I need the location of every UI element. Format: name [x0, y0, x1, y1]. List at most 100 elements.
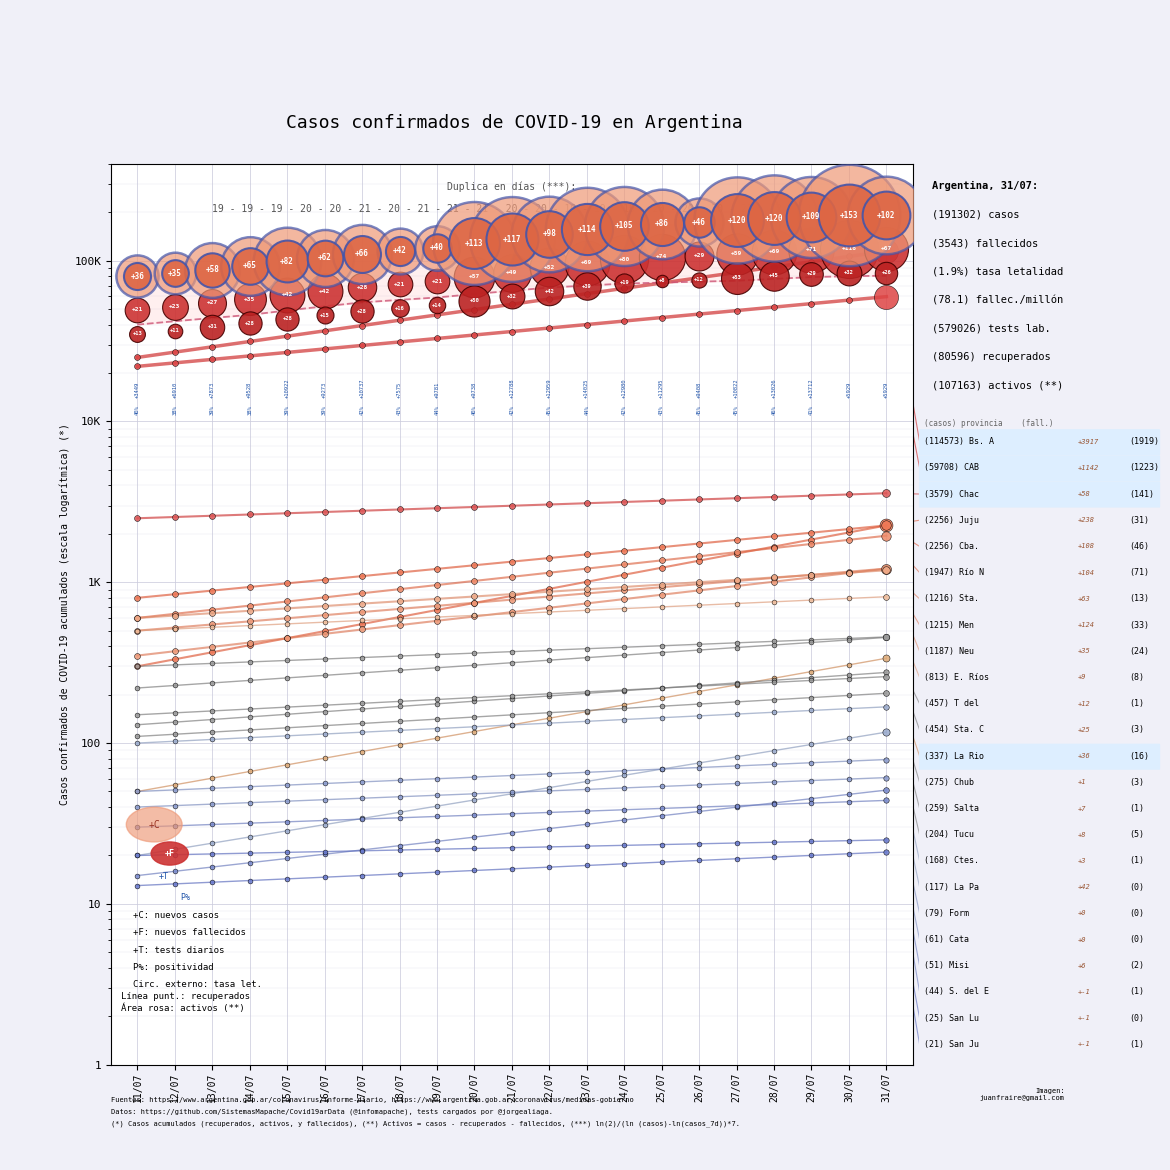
Point — [728, 797, 746, 815]
Point — [803, 793, 821, 812]
Point — [202, 294, 221, 312]
Point — [165, 264, 184, 283]
Point — [615, 249, 634, 268]
Point — [840, 832, 859, 851]
Text: (1215) Men: (1215) Men — [924, 620, 975, 629]
Point — [427, 590, 446, 608]
Point — [840, 631, 859, 649]
Point — [803, 790, 821, 808]
Point — [128, 357, 146, 376]
Text: +5929: +5929 — [846, 381, 852, 398]
Point — [352, 694, 371, 713]
Point — [503, 766, 522, 785]
Point — [165, 642, 184, 661]
Point — [878, 242, 896, 261]
Point — [840, 206, 859, 225]
Text: +117: +117 — [503, 235, 521, 243]
Point — [653, 551, 672, 570]
Text: +8: +8 — [1078, 832, 1087, 838]
Point — [803, 701, 821, 720]
Point — [464, 827, 483, 846]
Point — [352, 245, 371, 263]
Text: +28: +28 — [357, 284, 367, 290]
Point — [840, 530, 859, 549]
Point — [803, 846, 821, 865]
Point — [202, 615, 221, 634]
Point — [578, 815, 597, 834]
Text: +23: +23 — [170, 304, 180, 309]
Point — [165, 732, 184, 751]
Point — [315, 716, 333, 735]
Point — [840, 666, 859, 684]
Text: +29: +29 — [806, 271, 817, 276]
Point — [202, 317, 221, 336]
Point — [390, 275, 408, 294]
Point — [128, 658, 146, 676]
Point — [728, 633, 746, 652]
Text: 44%: 44% — [584, 405, 590, 415]
Point — [653, 799, 672, 818]
Point — [878, 842, 896, 861]
Text: +21: +21 — [394, 282, 405, 287]
Point — [690, 535, 709, 553]
Text: +T: tests diarios: +T: tests diarios — [132, 945, 223, 955]
Point — [541, 495, 559, 514]
Point — [165, 874, 184, 893]
Point — [615, 698, 634, 717]
Point — [315, 597, 333, 615]
Point — [765, 670, 784, 689]
Point — [427, 271, 446, 290]
Point — [128, 846, 146, 865]
Point — [765, 635, 784, 654]
Text: 45%: 45% — [734, 405, 739, 415]
Text: +19: +19 — [619, 281, 629, 285]
Text: (1223): (1223) — [1129, 463, 1159, 473]
Point — [503, 496, 522, 515]
Point — [690, 213, 709, 232]
Point — [541, 579, 559, 598]
Text: +7873: +7873 — [209, 381, 215, 398]
Point — [878, 627, 896, 646]
Point — [464, 688, 483, 707]
Point — [464, 301, 483, 319]
Point — [578, 284, 597, 303]
Point — [690, 546, 709, 565]
Text: P%: P% — [180, 894, 191, 902]
Point — [277, 628, 296, 647]
Point — [840, 629, 859, 648]
Text: +52: +52 — [544, 264, 555, 269]
Point — [728, 211, 746, 229]
Point — [202, 873, 221, 892]
Point — [315, 791, 333, 810]
Text: Datos: https://github.com/SistemasMapache/Covid19arData (@infomapache), tests ca: Datos: https://github.com/SistemasMapach… — [111, 1109, 553, 1115]
Point — [352, 648, 371, 667]
Point — [464, 556, 483, 574]
Point — [578, 639, 597, 658]
Point — [202, 815, 221, 834]
Point — [390, 298, 408, 317]
Point — [315, 775, 333, 793]
Text: 41%: 41% — [808, 405, 814, 415]
Point — [728, 834, 746, 853]
Text: (457) T del: (457) T del — [924, 700, 979, 708]
Text: +6910: +6910 — [172, 381, 178, 398]
Text: +116: +116 — [841, 247, 856, 252]
Point — [315, 606, 333, 625]
Point — [728, 530, 746, 549]
Text: 42%: 42% — [621, 405, 627, 415]
Text: +32: +32 — [844, 270, 854, 275]
Point — [840, 686, 859, 704]
Point — [352, 603, 371, 621]
Text: +10737: +10737 — [359, 378, 365, 398]
Point — [315, 571, 333, 590]
Point — [615, 681, 634, 700]
Point — [690, 707, 709, 725]
Text: +35: +35 — [245, 296, 255, 302]
Text: +15: +15 — [319, 312, 330, 318]
Point — [578, 763, 597, 782]
Point — [165, 606, 184, 625]
Point — [277, 608, 296, 627]
Text: 19 - 19 - 19 - 20 - 20 - 21 - 20 - 21 - 21 - 21 - 20 - 20 - 19 - 19 - 19 - 20 - : 19 - 19 - 19 - 20 - 20 - 21 - 20 - 21 - … — [212, 204, 812, 214]
Point — [240, 653, 259, 672]
Text: +65: +65 — [243, 261, 256, 270]
